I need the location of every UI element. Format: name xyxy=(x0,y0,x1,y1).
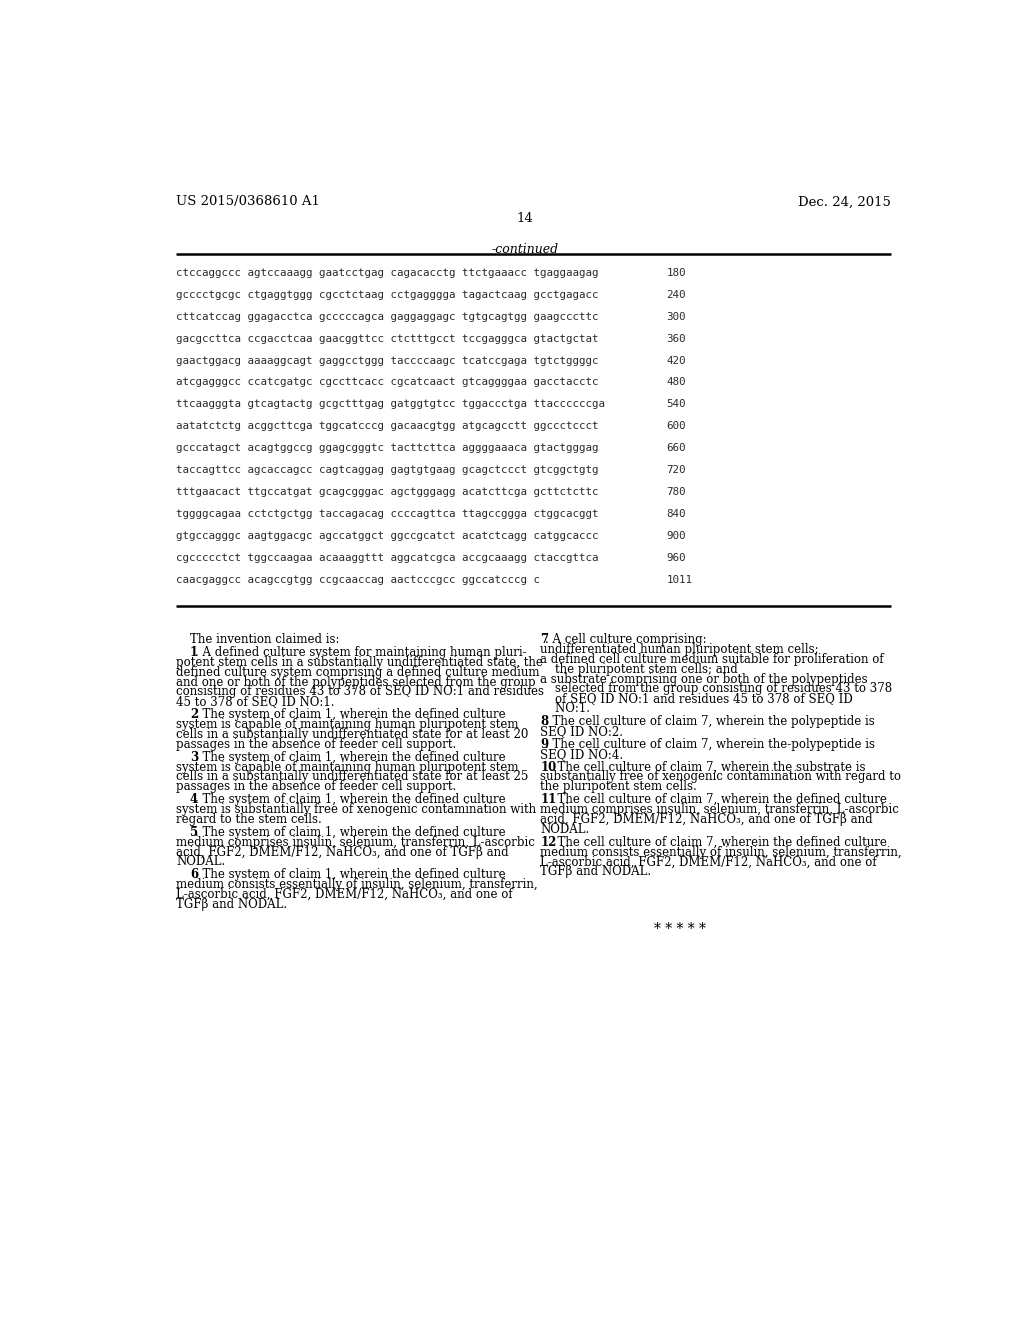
Text: gacgccttca ccgacctcaa gaacggttcc ctctttgcct tccgagggca gtactgctat: gacgccttca ccgacctcaa gaacggttcc ctctttg… xyxy=(176,334,599,343)
Text: potent stem cells in a substantially undifferentiated state, the: potent stem cells in a substantially und… xyxy=(176,656,543,669)
Text: . The system of claim 1, wherein the defined culture: . The system of claim 1, wherein the def… xyxy=(195,826,506,840)
Text: 540: 540 xyxy=(667,400,686,409)
Text: acid, FGF2, DMEM/F12, NaHCO₃, and one of TGFβ and: acid, FGF2, DMEM/F12, NaHCO₃, and one of… xyxy=(176,846,509,858)
Text: 360: 360 xyxy=(667,334,686,343)
Text: the pluripotent stem cells; and: the pluripotent stem cells; and xyxy=(541,663,738,676)
Text: 960: 960 xyxy=(667,553,686,564)
Text: system is capable of maintaining human pluripotent stem: system is capable of maintaining human p… xyxy=(176,718,518,731)
Text: 11: 11 xyxy=(541,793,557,807)
Text: Dec. 24, 2015: Dec. 24, 2015 xyxy=(799,195,891,209)
Text: 10: 10 xyxy=(541,760,557,774)
Text: gcccctgcgc ctgaggtggg cgcctctaag cctgagggga tagactcaag gcctgagacc: gcccctgcgc ctgaggtggg cgcctctaag cctgagg… xyxy=(176,289,599,300)
Text: 1: 1 xyxy=(190,645,198,659)
Text: selected from the group consisting of residues 43 to 378: selected from the group consisting of re… xyxy=(541,682,893,696)
Text: ttcaagggta gtcagtactg gcgctttgag gatggtgtcc tggaccctga ttaccccccga: ttcaagggta gtcagtactg gcgctttgag gatggtg… xyxy=(176,400,605,409)
Text: medium comprises insulin, selenium, transferrin, L-ascorbic: medium comprises insulin, selenium, tran… xyxy=(176,836,535,849)
Text: . The cell culture of claim 7, wherein the substrate is: . The cell culture of claim 7, wherein t… xyxy=(550,760,866,774)
Text: the pluripotent stem cells.: the pluripotent stem cells. xyxy=(541,780,697,793)
Text: gtgccagggc aagtggacgc agccatggct ggccgcatct acatctcagg catggcaccc: gtgccagggc aagtggacgc agccatggct ggccgca… xyxy=(176,531,599,541)
Text: 12: 12 xyxy=(541,836,557,849)
Text: 840: 840 xyxy=(667,510,686,519)
Text: taccagttcc agcaccagcc cagtcaggag gagtgtgaag gcagctccct gtcggctgtg: taccagttcc agcaccagcc cagtcaggag gagtgtg… xyxy=(176,465,599,475)
Text: consisting of residues 43 to 378 of SEQ ID NO:1 and residues: consisting of residues 43 to 378 of SEQ … xyxy=(176,685,544,698)
Text: NODAL.: NODAL. xyxy=(176,855,225,869)
Text: of SEQ ID NO:1 and residues 45 to 378 of SEQ ID: of SEQ ID NO:1 and residues 45 to 378 of… xyxy=(541,692,853,705)
Text: 3: 3 xyxy=(190,751,199,764)
Text: a defined cell culture medium suitable for proliferation of: a defined cell culture medium suitable f… xyxy=(541,653,884,665)
Text: . The system of claim 1, wherein the defined culture: . The system of claim 1, wherein the def… xyxy=(195,793,506,807)
Text: 45 to 378 of SEQ ID NO:1.: 45 to 378 of SEQ ID NO:1. xyxy=(176,696,335,709)
Text: L-ascorbic acid, FGF2, DMEM/F12, NaHCO₃, and one of: L-ascorbic acid, FGF2, DMEM/F12, NaHCO₃,… xyxy=(541,855,877,869)
Text: gaactggacg aaaaggcagt gaggcctggg taccccaagc tcatccgaga tgtctggggc: gaactggacg aaaaggcagt gaggcctggg tacccca… xyxy=(176,355,599,366)
Text: US 2015/0368610 A1: US 2015/0368610 A1 xyxy=(176,195,319,209)
Text: cells in a substantially undifferentiated state for at least 25: cells in a substantially undifferentiate… xyxy=(176,771,528,784)
Text: medium consists essentially of insulin, selenium, transferrin,: medium consists essentially of insulin, … xyxy=(541,846,902,858)
Text: undifferentiated human pluripotent stem cells;: undifferentiated human pluripotent stem … xyxy=(541,643,819,656)
Text: NODAL.: NODAL. xyxy=(541,822,590,836)
Text: 1011: 1011 xyxy=(667,576,692,585)
Text: 180: 180 xyxy=(667,268,686,277)
Text: -continued: -continued xyxy=(492,243,558,256)
Text: defined culture system comprising a defined culture medium: defined culture system comprising a defi… xyxy=(176,665,540,678)
Text: 5: 5 xyxy=(190,826,198,840)
Text: 7: 7 xyxy=(541,634,549,645)
Text: aatatctctg acggcttcga tggcatcccg gacaacgtgg atgcagcctt ggccctccct: aatatctctg acggcttcga tggcatcccg gacaacg… xyxy=(176,421,599,432)
Text: 660: 660 xyxy=(667,444,686,453)
Text: cttcatccag ggagacctca gcccccagca gaggaggagc tgtgcagtgg gaagcccttc: cttcatccag ggagacctca gcccccagca gaggagg… xyxy=(176,312,599,322)
Text: NO:1.: NO:1. xyxy=(541,702,590,715)
Text: medium comprises insulin, selenium, transferrin, L-ascorbic: medium comprises insulin, selenium, tran… xyxy=(541,803,899,816)
Text: medium consists essentially of insulin, selenium, transferrin,: medium consists essentially of insulin, … xyxy=(176,878,538,891)
Text: . The cell culture of claim 7, wherein the defined culture: . The cell culture of claim 7, wherein t… xyxy=(550,836,887,849)
Text: 8: 8 xyxy=(541,715,549,729)
Text: ctccaggccc agtccaaagg gaatcctgag cagacacctg ttctgaaacc tgaggaagag: ctccaggccc agtccaaagg gaatcctgag cagacac… xyxy=(176,268,599,277)
Text: 2: 2 xyxy=(190,709,199,721)
Text: . The cell culture of claim 7, wherein the defined culture: . The cell culture of claim 7, wherein t… xyxy=(550,793,887,807)
Text: . The system of claim 1, wherein the defined culture: . The system of claim 1, wherein the def… xyxy=(195,869,506,882)
Text: TGFβ and NODAL.: TGFβ and NODAL. xyxy=(541,866,651,878)
Text: system is substantially free of xenogenic contamination with: system is substantially free of xenogeni… xyxy=(176,803,537,816)
Text: acid, FGF2, DMEM/F12, NaHCO₃, and one of TGFβ and: acid, FGF2, DMEM/F12, NaHCO₃, and one of… xyxy=(541,813,872,826)
Text: atcgagggcc ccatcgatgc cgccttcacc cgcatcaact gtcaggggaa gacctacctc: atcgagggcc ccatcgatgc cgccttcacc cgcatca… xyxy=(176,378,599,388)
Text: regard to the stem cells.: regard to the stem cells. xyxy=(176,813,322,826)
Text: 300: 300 xyxy=(667,312,686,322)
Text: * * * * *: * * * * * xyxy=(654,923,706,936)
Text: . A defined culture system for maintaining human pluri-: . A defined culture system for maintaini… xyxy=(195,645,526,659)
Text: caacgaggcc acagccgtgg ccgcaaccag aactcccgcc ggccatcccg c: caacgaggcc acagccgtgg ccgcaaccag aactccc… xyxy=(176,576,540,585)
Text: and one or both of the polypeptides selected from the group: and one or both of the polypeptides sele… xyxy=(176,676,536,689)
Text: The invention claimed is:: The invention claimed is: xyxy=(190,634,340,645)
Text: 480: 480 xyxy=(667,378,686,388)
Text: SEQ ID NO:2.: SEQ ID NO:2. xyxy=(541,725,624,738)
Text: . The system of claim 1, wherein the defined culture: . The system of claim 1, wherein the def… xyxy=(195,751,506,764)
Text: passages in the absence of feeder cell support.: passages in the absence of feeder cell s… xyxy=(176,738,457,751)
Text: cells in a substantially undifferentiated state for at least 20: cells in a substantially undifferentiate… xyxy=(176,727,528,741)
Text: . The cell culture of claim 7, wherein the polypeptide is: . The cell culture of claim 7, wherein t… xyxy=(546,715,876,729)
Text: 720: 720 xyxy=(667,465,686,475)
Text: 6: 6 xyxy=(190,869,198,882)
Text: cgccccctct tggccaagaa acaaaggttt aggcatcgca accgcaaagg ctaccgttca: cgccccctct tggccaagaa acaaaggttt aggcatc… xyxy=(176,553,599,564)
Text: 780: 780 xyxy=(667,487,686,498)
Text: 900: 900 xyxy=(667,531,686,541)
Text: SEQ ID NO:4.: SEQ ID NO:4. xyxy=(541,747,624,760)
Text: tggggcagaa cctctgctgg taccagacag ccccagttca ttagccggga ctggcacggt: tggggcagaa cctctgctgg taccagacag ccccagt… xyxy=(176,510,599,519)
Text: 4: 4 xyxy=(190,793,198,807)
Text: . A cell culture comprising:: . A cell culture comprising: xyxy=(546,634,707,645)
Text: 9: 9 xyxy=(541,738,549,751)
Text: 420: 420 xyxy=(667,355,686,366)
Text: substantially free of xenogenic contamination with regard to: substantially free of xenogenic contamin… xyxy=(541,771,901,784)
Text: gcccatagct acagtggccg ggagcgggtc tacttcttca aggggaaaca gtactgggag: gcccatagct acagtggccg ggagcgggtc tacttct… xyxy=(176,444,599,453)
Text: TGFβ and NODAL.: TGFβ and NODAL. xyxy=(176,898,287,911)
Text: passages in the absence of feeder cell support.: passages in the absence of feeder cell s… xyxy=(176,780,457,793)
Text: 14: 14 xyxy=(516,213,534,226)
Text: L-ascorbic acid, FGF2, DMEM/F12, NaHCO₃, and one of: L-ascorbic acid, FGF2, DMEM/F12, NaHCO₃,… xyxy=(176,888,513,902)
Text: . The system of claim 1, wherein the defined culture: . The system of claim 1, wherein the def… xyxy=(195,709,506,721)
Text: tttgaacact ttgccatgat gcagcgggac agctgggagg acatcttcga gcttctcttc: tttgaacact ttgccatgat gcagcgggac agctggg… xyxy=(176,487,599,498)
Text: a substrate comprising one or both of the polypeptides: a substrate comprising one or both of th… xyxy=(541,672,868,685)
Text: 600: 600 xyxy=(667,421,686,432)
Text: . The cell culture of claim 7, wherein the-polypeptide is: . The cell culture of claim 7, wherein t… xyxy=(546,738,876,751)
Text: system is capable of maintaining human pluripotent stem: system is capable of maintaining human p… xyxy=(176,760,518,774)
Text: 240: 240 xyxy=(667,289,686,300)
